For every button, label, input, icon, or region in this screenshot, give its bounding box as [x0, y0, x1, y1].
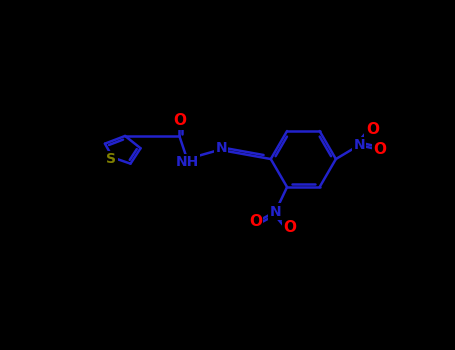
Text: O: O: [249, 214, 262, 229]
Text: O: O: [366, 122, 379, 137]
Text: N: N: [270, 205, 281, 219]
Text: S: S: [106, 152, 116, 166]
Text: O: O: [173, 113, 186, 128]
Text: NH: NH: [176, 155, 199, 169]
Text: O: O: [283, 219, 297, 234]
Text: O: O: [374, 141, 387, 156]
Text: N: N: [215, 141, 227, 155]
Text: N: N: [354, 138, 365, 152]
